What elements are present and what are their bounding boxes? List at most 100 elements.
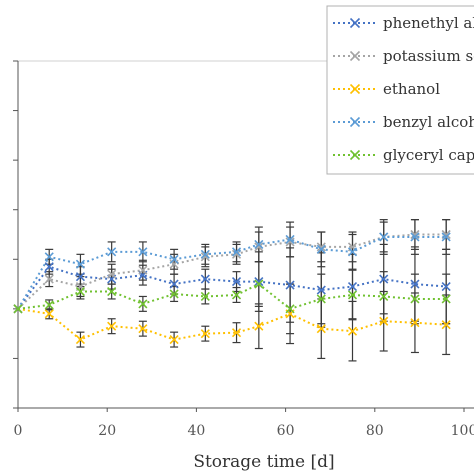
data-point	[410, 279, 420, 289]
data-point	[316, 242, 326, 252]
data-point	[107, 286, 117, 297]
marker-stroke	[379, 291, 389, 302]
legend-marker	[349, 50, 361, 62]
data-point	[254, 321, 264, 331]
marker-stroke	[107, 269, 117, 279]
marker-stroke	[169, 254, 179, 264]
data-point	[316, 294, 326, 304]
marker-stroke	[138, 265, 148, 275]
marker-stroke	[75, 335, 86, 345]
data-point	[441, 320, 451, 330]
legend-label: glyceryl caprylate	[383, 146, 474, 164]
x-tick-label: 100	[451, 423, 474, 439]
data-point	[200, 329, 210, 339]
marker-stroke	[349, 116, 361, 128]
marker-stroke	[347, 247, 358, 257]
marker-stroke	[285, 280, 295, 290]
data-point	[75, 272, 86, 282]
x-tick-label: 60	[277, 423, 295, 439]
data-point	[44, 309, 54, 319]
marker-stroke	[316, 285, 326, 295]
x-ticks: 0 20 40 60 80 100	[14, 408, 474, 439]
data-point	[254, 239, 264, 249]
y-ticks	[13, 60, 18, 409]
data-point	[316, 324, 326, 334]
marker-stroke	[75, 286, 86, 297]
data-point	[441, 232, 451, 242]
data-point	[441, 281, 451, 292]
data-point	[44, 274, 54, 284]
marker-stroke	[169, 335, 179, 345]
data-point	[107, 269, 117, 279]
marker-stroke	[44, 274, 54, 284]
series-line	[17, 265, 447, 310]
legend-marker	[349, 149, 361, 161]
marker-stroke	[349, 17, 361, 29]
marker-stroke	[316, 294, 326, 304]
marker-stroke	[107, 247, 117, 257]
marker-stroke	[231, 328, 242, 338]
legend-marker	[349, 17, 361, 29]
marker-stroke	[254, 279, 264, 289]
marker-stroke	[441, 281, 451, 292]
data-point	[200, 249, 210, 259]
marker-stroke	[379, 232, 389, 242]
marker-stroke	[138, 324, 148, 334]
data-point	[316, 244, 326, 254]
marker-stroke	[13, 304, 23, 314]
data-point	[285, 234, 295, 245]
marker-stroke	[349, 149, 361, 161]
legend-label: phenethyl alcohol	[383, 14, 474, 32]
marker-stroke	[285, 304, 295, 314]
data-point	[231, 290, 242, 300]
x-tick-label: 0	[14, 423, 23, 439]
marker-stroke	[254, 242, 264, 252]
series-layer	[13, 229, 451, 345]
data-point	[200, 291, 210, 302]
marker-stroke	[231, 277, 242, 287]
marker-stroke	[200, 329, 210, 339]
data-point	[231, 247, 242, 257]
legend: phenethyl alcohol potassium sorbate ethano…	[326, 5, 474, 175]
x-tick-label: 80	[366, 423, 384, 439]
marker-stroke	[316, 244, 326, 254]
legend-label: potassium sorbate	[383, 47, 474, 65]
data-point	[410, 318, 420, 328]
data-point	[200, 274, 210, 284]
marker-stroke	[379, 274, 389, 284]
data-point	[410, 232, 420, 242]
data-point	[347, 326, 358, 336]
marker-stroke	[44, 262, 54, 272]
marker-stroke	[231, 247, 242, 257]
marker-stroke	[316, 242, 326, 252]
marker-stroke	[441, 294, 451, 304]
data-point	[254, 277, 264, 287]
data-point	[254, 242, 264, 252]
marker-stroke	[200, 291, 210, 302]
legend-label: ethanol	[383, 80, 440, 98]
marker-stroke	[107, 286, 117, 297]
data-point	[169, 289, 179, 299]
marker-stroke	[44, 309, 54, 319]
marker-stroke	[200, 274, 210, 284]
data-point	[379, 274, 389, 284]
data-point	[44, 252, 54, 262]
data-point	[75, 259, 86, 269]
data-point	[254, 279, 264, 289]
data-point	[44, 262, 54, 272]
data-point	[169, 335, 179, 345]
marker-stroke	[410, 318, 420, 328]
marker-stroke	[410, 232, 420, 242]
marker-stroke	[138, 299, 148, 309]
data-point	[379, 291, 389, 302]
data-point	[379, 316, 389, 326]
data-point	[379, 232, 389, 242]
marker-stroke	[254, 239, 264, 249]
data-point	[107, 321, 117, 331]
marker-stroke	[316, 324, 326, 334]
marker-stroke	[254, 321, 264, 331]
data-point	[138, 265, 148, 275]
x-tick-label: 40	[187, 423, 205, 439]
data-point	[138, 324, 148, 334]
